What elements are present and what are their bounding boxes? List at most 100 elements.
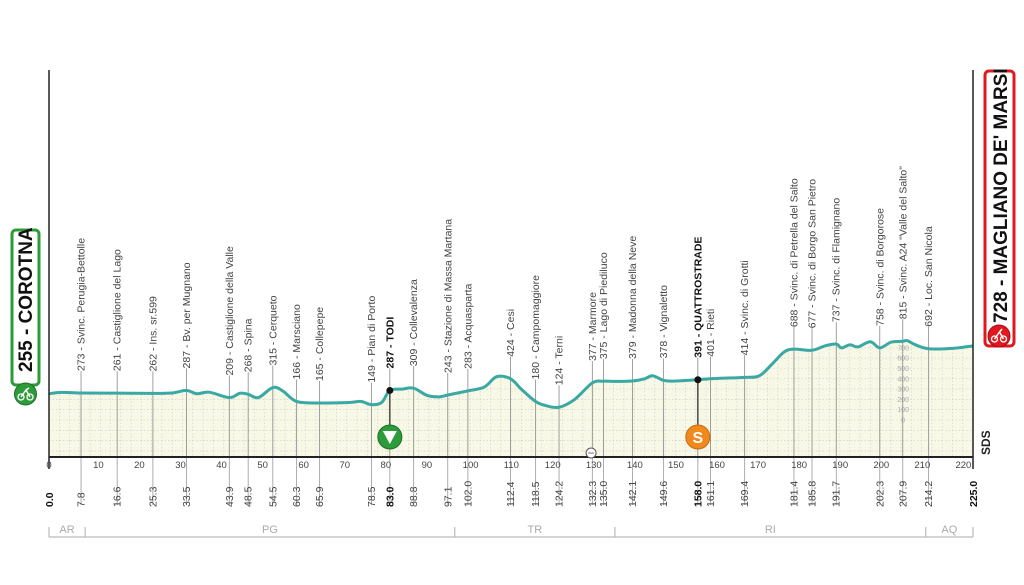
altitude-tick-label: 200 [897,397,909,404]
x-tick-label: 60 [298,460,309,471]
x-tick-label: 110 [504,460,519,471]
km-label: 169.4 [739,481,751,507]
region-label: PG [262,524,278,536]
waypoint-label: 243 - Stazione di Massa Martana [442,219,454,373]
waypoint-label: 209 - Castiglione della Valle [224,246,236,376]
x-tick-label: 40 [216,460,227,471]
waypoint-label: 287 - TODI [384,317,396,369]
waypoint-label: 166 - Marsciano [291,304,303,379]
x-tick-label: 200 [873,460,889,471]
altitude-tick-label: 600 [897,356,909,363]
km-label-finish: 225.0 [968,481,980,507]
waypoint-label: 180 - Campomaggiore [530,275,542,380]
km-label: 118.5 [530,481,542,507]
finish-cyclist-icon-wheel [999,335,1008,343]
waypoint-label: 815 - Svinc. A24 "Valle del Salto" [897,166,909,319]
km-label: 214.2 [923,481,935,507]
sprint-dot [694,376,702,384]
waypoint-label: 692 - Loc. San Nicola [923,226,935,327]
km-label: 7.8 [76,492,88,507]
x-tick-label: 90 [422,460,433,471]
x-tick-label: 0 [46,460,51,471]
waypoint-label: 688 - Svinc. di Petrella del Salto [788,178,800,327]
waypoint-label: 315 - Cerqueto [267,295,279,365]
x-tick-label: 100 [463,460,479,471]
sprint-icon [685,424,711,450]
km-label: 48.5 [243,486,255,507]
waypoint-label: 375 - Lago di Piediluco [598,252,610,359]
waypoint-label: 261 - Castiglione del Lago [112,249,124,371]
start-cyclist-icon [14,382,37,406]
waypoint-label: 424 - Cesi [505,309,517,357]
waypoint-label: 379 - Madonna della Neve [627,236,639,359]
waypoint-label: 309 - Collevalenza [408,279,420,366]
waypoint-label: 262 - Ins. sr.599 [147,296,159,371]
x-tick-label: 140 [627,460,643,471]
x-tick-label: 70 [339,460,350,471]
x-tick-label: 120 [545,460,561,471]
km-label: 54.5 [267,486,279,507]
finish-cyclist-icon-wheel [990,335,999,343]
start-cyclist-icon-wheel [17,393,25,401]
altitude-tick-label: 500 [897,366,909,373]
altitude-tick-label: 100 [897,407,909,414]
km-label-start: 0.0 [44,492,56,507]
x-tick-label: 10 [93,460,104,471]
km-label: 185.8 [807,481,819,507]
waypoint-label: 378 - Vignaletto [658,285,670,359]
km-label: 181.4 [788,481,800,507]
km-label: 124.2 [554,481,566,507]
altitude-tick-label: 300 [897,387,909,394]
waypoint-label: 283 - Acquasparta [462,283,474,368]
waypoint-label: 287 - Bv. per Mugnano [181,262,193,368]
waypoint-label: 268 - Spina [243,318,255,372]
waypoint-label: 737 - Svinc. di Flamignano [831,198,843,322]
region-label: AR [59,524,74,536]
km-label: 97.1 [442,486,454,507]
km-label: 112.4 [505,481,517,507]
sprint-label: S [693,430,704,447]
region-label: TR [527,524,542,536]
km-label: 78.5 [366,486,378,507]
km-label: 191.7 [831,481,843,507]
region-label: AQ [941,524,957,536]
altitude-tick-label: 0 [901,418,905,425]
km-label: 158.0 [692,481,704,507]
x-tick-label: 190 [832,460,848,471]
waypoint-label: 391 - QUATTROSTRADE [692,237,704,358]
region-label: RI [765,524,776,536]
km-label: 65.9 [314,486,326,507]
finish-cyclist-icon [987,324,1011,348]
x-tick-label: 160 [709,460,725,471]
kom-triangle-icon [382,431,397,444]
km-label: 60.3 [291,486,303,507]
km-label: 161.1 [705,481,717,507]
km-label: 102.0 [462,481,474,507]
km-label: 43.9 [224,486,236,507]
sds-logo: SDS [979,430,993,455]
waypoint-label: 758 - Svinc. di Borgorose [874,208,886,326]
km-label: 33.5 [181,486,193,507]
waypoint-label: 401 - Rieti [705,309,717,357]
km-label: 142.1 [627,481,639,507]
km-label: 149.6 [658,481,670,507]
km-label: 83.0 [384,486,396,507]
waypoint-label: 124 - Terni [554,336,566,385]
start-cyclist-icon-wheel [26,393,34,401]
km-label: 202.3 [874,481,886,507]
profile-line [48,338,974,410]
waypoint-label: 149 - Pian di Porto [366,296,378,383]
altitude-tick-label: 700 [897,345,909,352]
x-tick-label: 170 [750,460,766,471]
waypoint-label: 165 - Collepepe [314,307,326,381]
finish-cyclist-icon-body [993,328,1005,340]
km-label: 132.3 [587,481,599,507]
km-label: 25.3 [147,486,159,507]
kom-dot [386,386,394,394]
x-tick-label: 20 [134,460,145,471]
start-label: 255 - COROTNA [16,227,37,372]
x-tick-label: 220 [955,460,971,471]
x-tick-label: 130 [586,460,602,471]
km-label: 16.6 [112,486,124,507]
